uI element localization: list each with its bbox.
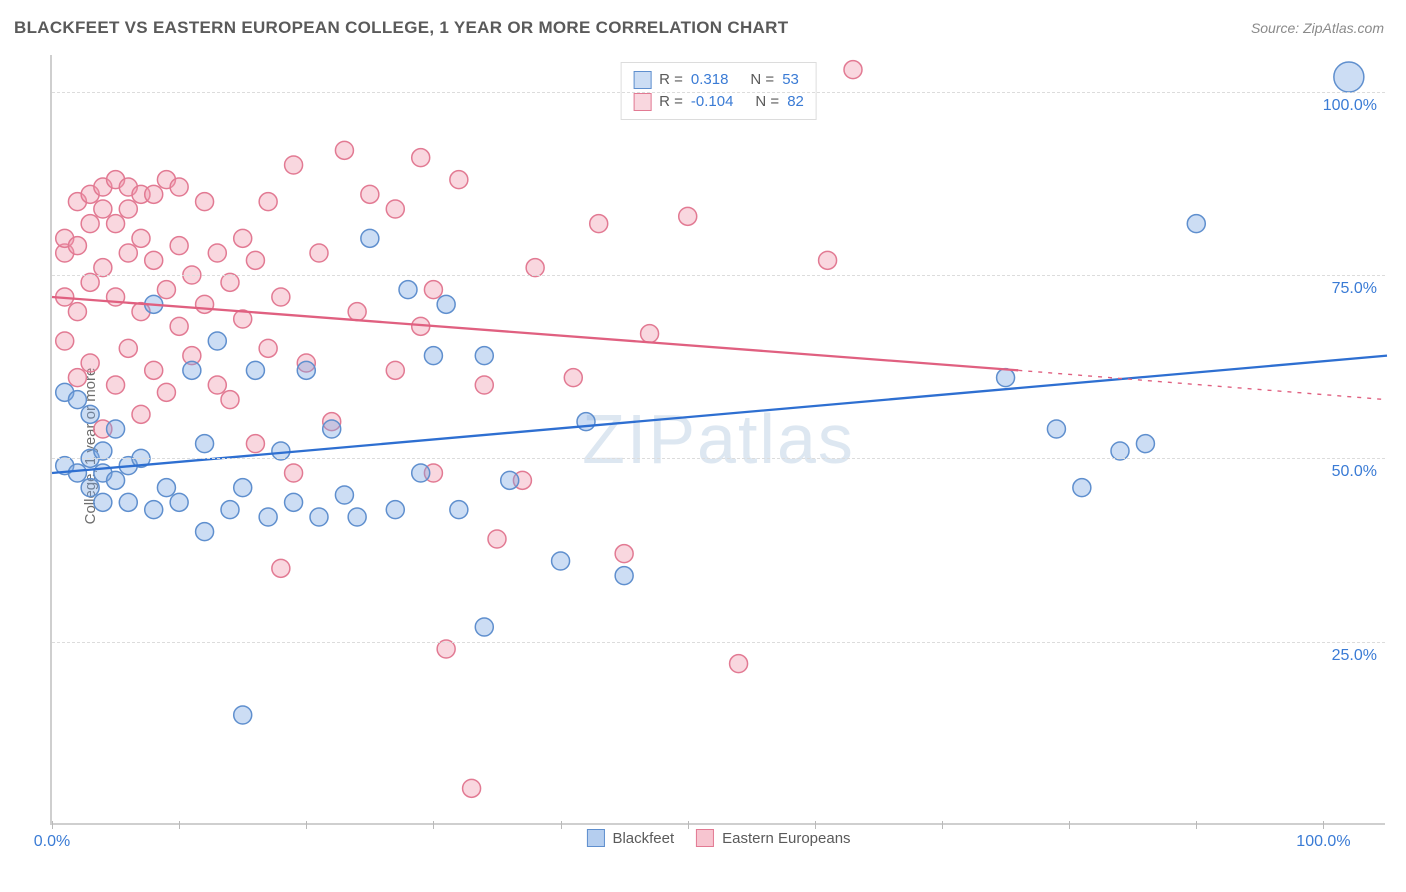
r-value-blackfeet: 0.318: [691, 69, 729, 91]
x-tick: [942, 821, 943, 829]
y-tick-label: 100.0%: [1323, 97, 1377, 115]
swatch-blackfeet: [586, 829, 604, 847]
x-tick: [561, 821, 562, 829]
chart-container: BLACKFEET VS EASTERN EUROPEAN COLLEGE, 1…: [0, 0, 1406, 892]
x-tick-label: 0.0%: [34, 833, 70, 851]
r-label: R =: [659, 69, 683, 91]
r-label: R =: [659, 91, 683, 113]
source-attribution: Source: ZipAtlas.com: [1251, 20, 1384, 36]
plot-area: ZIPatlas R = 0.318 N = 53 R = -0.104 N =…: [50, 55, 1385, 825]
swatch-eastern: [696, 829, 714, 847]
x-tick: [52, 821, 53, 829]
x-tick: [1196, 821, 1197, 829]
y-tick-label: 50.0%: [1332, 463, 1377, 481]
n-label: N =: [750, 69, 774, 91]
legend-item-eastern: Eastern Europeans: [696, 829, 850, 847]
swatch-eastern: [633, 93, 651, 111]
x-tick: [1323, 821, 1324, 829]
swatch-blackfeet: [633, 71, 651, 89]
x-tick: [1069, 821, 1070, 829]
x-tick: [688, 821, 689, 829]
gridline: [52, 275, 1385, 276]
series-legend: Blackfeet Eastern Europeans: [586, 829, 850, 847]
gridline: [52, 642, 1385, 643]
stats-row-eastern: R = -0.104 N = 82: [633, 91, 804, 113]
y-tick-label: 75.0%: [1332, 280, 1377, 298]
x-tick: [179, 821, 180, 829]
x-tick: [306, 821, 307, 829]
x-tick-label: 100.0%: [1296, 833, 1350, 851]
gridline: [52, 92, 1385, 93]
legend-label: Blackfeet: [612, 830, 674, 847]
n-label: N =: [755, 91, 779, 113]
scatter-svg: [52, 55, 1385, 823]
stats-row-blackfeet: R = 0.318 N = 53: [633, 69, 804, 91]
gridline: [52, 458, 1385, 459]
legend-item-blackfeet: Blackfeet: [586, 829, 674, 847]
x-tick: [433, 821, 434, 829]
r-value-eastern: -0.104: [691, 91, 734, 113]
n-value-eastern: 82: [787, 91, 804, 113]
legend-label: Eastern Europeans: [722, 830, 850, 847]
chart-title: BLACKFEET VS EASTERN EUROPEAN COLLEGE, 1…: [14, 18, 788, 38]
x-tick: [815, 821, 816, 829]
y-tick-label: 25.0%: [1332, 647, 1377, 665]
n-value-blackfeet: 53: [782, 69, 799, 91]
